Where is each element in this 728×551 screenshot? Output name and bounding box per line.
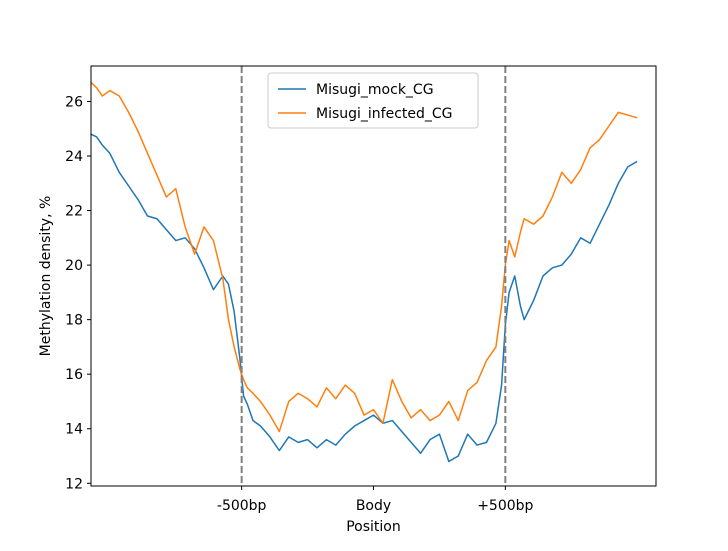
y-tick-label: 18 bbox=[65, 313, 83, 329]
y-tick-label: 24 bbox=[65, 149, 83, 165]
y-tick-label: 16 bbox=[65, 367, 83, 383]
x-tick-label: -500bp bbox=[217, 498, 267, 514]
legend-label-0: Misugi_mock_CG bbox=[316, 82, 434, 98]
legend: Misugi_mock_CG Misugi_infected_CG bbox=[267, 72, 479, 129]
y-tick-label: 26 bbox=[65, 94, 83, 110]
series-line-1 bbox=[91, 81, 638, 433]
y-axis-label: Methylation density, % bbox=[38, 196, 54, 357]
y-tick-label: 20 bbox=[65, 258, 83, 274]
y-tick-label: 12 bbox=[65, 476, 83, 492]
y-tick-label: 14 bbox=[65, 422, 83, 438]
legend-box bbox=[267, 72, 479, 129]
x-tick-label: +500bp bbox=[477, 498, 533, 514]
y-tick-label: 22 bbox=[65, 204, 83, 220]
x-tick-label: Body bbox=[356, 498, 391, 514]
plot-area bbox=[91, 66, 638, 486]
legend-label-1: Misugi_infected_CG bbox=[316, 106, 453, 122]
series-line-0 bbox=[91, 133, 638, 463]
axes: 12 14 16 18 20 22 24 26 -500bp Body +500bp Position… bbox=[38, 65, 657, 535]
x-axis-label: Position bbox=[346, 519, 401, 535]
